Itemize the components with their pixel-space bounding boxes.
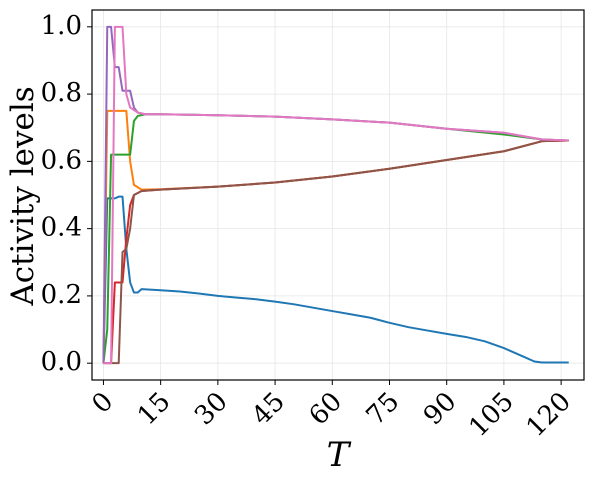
y-tick-label: 1.0 [41,11,82,41]
series-line-1 [102,195,569,364]
x-tick-label: 75 [361,387,406,432]
x-tick-label: 105 [463,387,519,443]
y-axis-title: Activity levels [5,86,41,306]
y-tick-label: 0.8 [41,78,82,108]
x-tick-label: 60 [304,387,349,432]
series-line-6 [103,139,569,365]
y-axis-ticks: 0.0 0.2 0.4 0.6 0.8 1.0 [41,11,92,377]
y-tick-label: 0.4 [41,213,82,243]
y-tick-label: 0.2 [41,280,82,310]
x-tick-label: 120 [521,387,577,443]
x-tick-label: 30 [189,387,234,432]
series-line-7 [103,25,569,365]
plot-frame [91,9,585,381]
x-tick-label: 15 [132,387,177,432]
grid-lines [92,10,584,380]
x-tick-label: 45 [246,387,291,432]
x-tick-label: 0 [86,387,119,420]
series-lines [102,25,569,365]
y-tick-label: 0.6 [41,145,82,175]
x-tick-label: 90 [418,387,463,432]
plot-background [92,10,584,380]
x-axis-title: T [327,435,352,475]
y-tick-label: 0.0 [41,347,82,377]
x-axis-ticks: 0 15 30 45 60 75 90 105 120 [86,380,577,443]
